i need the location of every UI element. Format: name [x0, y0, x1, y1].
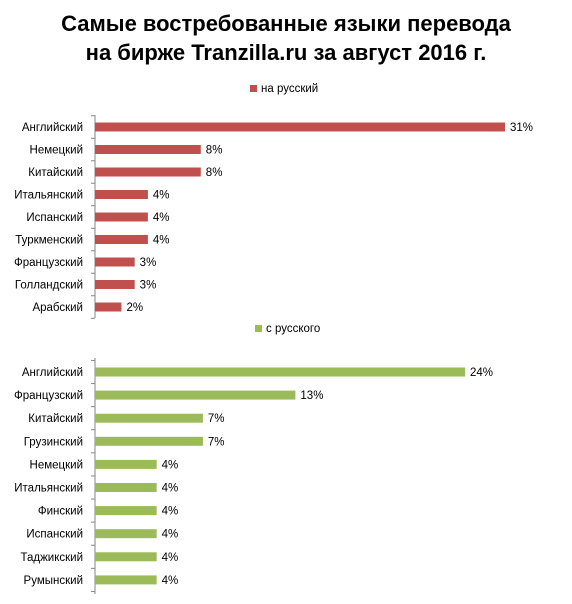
category-label: Немецкий [30, 145, 83, 157]
category-label: Китайский [28, 167, 83, 179]
legend-label: на русский [261, 83, 318, 95]
category-label: Французский [14, 257, 83, 269]
category-label: Испанский [26, 212, 83, 224]
bar [95, 212, 148, 222]
legend-label: с русского [266, 323, 320, 335]
bar [95, 459, 157, 469]
bar [95, 367, 465, 377]
data-label: 4% [162, 575, 179, 587]
bar [95, 122, 505, 132]
data-label: 31% [510, 122, 533, 134]
bar [95, 390, 296, 400]
data-label: 3% [140, 280, 157, 292]
legend-swatch [250, 85, 257, 92]
bar [95, 552, 157, 562]
category-label: Немецкий [30, 459, 83, 471]
data-label: 4% [153, 190, 170, 202]
category-label: Английский [22, 122, 83, 134]
category-label: Итальянский [14, 483, 83, 495]
category-label: Туркменский [15, 235, 83, 247]
category-label: Французский [14, 390, 83, 402]
category-label: Финский [38, 506, 83, 518]
bar [95, 190, 148, 199]
chart-2: с русского Английский 24% Французский 13% Кит… [14, 323, 493, 594]
chart-title-line-1: Самые востребованные языки перевода [61, 11, 511, 36]
data-label: 7% [208, 436, 225, 448]
category-label: Испанский [26, 529, 83, 541]
legend-swatch [255, 325, 262, 332]
category-label: Голландский [15, 280, 83, 292]
data-label: 7% [208, 413, 225, 425]
bar [95, 235, 148, 244]
data-label: 4% [153, 212, 170, 224]
category-label: Таджикский [20, 552, 83, 564]
bar [95, 280, 135, 289]
data-label: 4% [162, 552, 179, 564]
data-label: 13% [300, 390, 323, 402]
data-label: 4% [162, 459, 179, 471]
data-label: 4% [162, 529, 179, 541]
category-label: Итальянский [14, 190, 83, 202]
category-label: Английский [22, 367, 83, 379]
data-label: 4% [162, 506, 179, 518]
data-label: 2% [126, 302, 143, 314]
data-label: 3% [140, 257, 157, 269]
bar [95, 167, 201, 177]
bar [95, 302, 122, 312]
bar [95, 506, 157, 516]
category-label: Китайский [28, 413, 83, 425]
bar [95, 575, 157, 585]
bar [95, 436, 203, 446]
category-label: Румынский [24, 575, 83, 587]
bar [95, 529, 157, 539]
bar [95, 483, 157, 492]
data-label: 4% [153, 235, 170, 247]
bar [95, 257, 135, 267]
data-label: 4% [162, 483, 179, 495]
data-label: 24% [470, 367, 493, 379]
bar [95, 413, 203, 423]
data-label: 8% [206, 145, 223, 157]
category-label: Арабский [32, 302, 83, 314]
category-label: Грузинский [24, 436, 83, 448]
chart-title-line-2: на бирже Tranzilla.ru за август 2016 г. [85, 40, 487, 65]
data-label: 8% [206, 167, 223, 179]
bar [95, 145, 201, 154]
chart-1: на русский Английский 31% Немецкий 8% Китайск… [14, 83, 533, 319]
